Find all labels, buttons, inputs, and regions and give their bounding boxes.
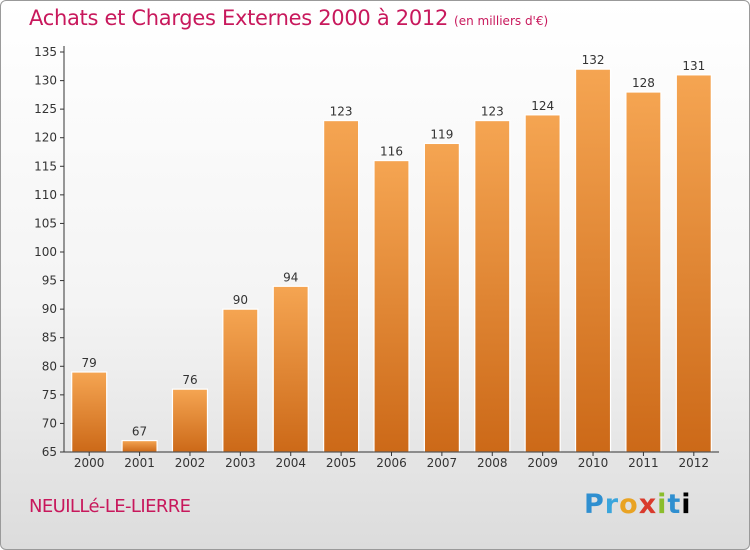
bar-2008: [474, 119, 511, 453]
data-label-2003: 90: [233, 293, 248, 307]
data-label-2005: 123: [330, 105, 353, 119]
data-label-2004: 94: [283, 270, 298, 284]
x-tick-label-2008: 2008: [477, 456, 508, 470]
bar-2001: [121, 439, 158, 453]
x-tick-label-2006: 2006: [376, 456, 407, 470]
bar-2005: [323, 119, 360, 453]
chart-title-text: Achats et Charges Externes 2000 à 2012: [29, 6, 449, 30]
data-label-2006: 116: [380, 145, 403, 159]
bar-2002: [171, 388, 209, 453]
x-tick-label-2002: 2002: [175, 456, 206, 470]
data-label-2007: 119: [430, 127, 453, 141]
bar-2004: [272, 285, 309, 453]
bar-2011: [625, 91, 662, 453]
y-tick-label-125: 125: [34, 102, 57, 116]
data-label-2002: 76: [182, 373, 197, 387]
x-tick-label-2009: 2009: [527, 456, 558, 470]
bar-2009: [524, 114, 561, 453]
x-tick-label-2000: 2000: [74, 456, 105, 470]
data-label-2009: 124: [531, 99, 554, 113]
y-tick-label-130: 130: [34, 74, 57, 88]
bar-2012: [675, 74, 712, 453]
chart-subtitle: (en milliers d'€): [454, 14, 549, 28]
x-tick-label-2001: 2001: [124, 456, 155, 470]
bar-2010: [574, 68, 612, 453]
data-label-2011: 128: [632, 76, 655, 90]
y-tick-label-80: 80: [42, 359, 57, 373]
data-label-2012: 131: [682, 59, 705, 73]
x-tick-label-2007: 2007: [427, 456, 458, 470]
y-tick-label-65: 65: [42, 445, 57, 459]
y-tick-label-75: 75: [42, 388, 57, 402]
proxiti-logo: Proxiti: [584, 489, 692, 520]
x-tick-label-2011: 2011: [628, 456, 659, 470]
x-tick-label-2003: 2003: [225, 456, 256, 470]
x-tick-label-2004: 2004: [275, 456, 306, 470]
town-name: NEUILLé-LE-LIERRE: [29, 496, 191, 517]
y-tick-label-110: 110: [34, 188, 57, 202]
data-label-2008: 123: [481, 105, 504, 119]
x-tick-label-2010: 2010: [578, 456, 609, 470]
y-tick-label-70: 70: [42, 416, 57, 430]
bar-2003: [222, 308, 259, 453]
y-tick-label-100: 100: [34, 245, 57, 259]
data-label-2000: 79: [82, 356, 97, 370]
bar-2000: [71, 371, 108, 453]
y-tick-label-120: 120: [34, 131, 57, 145]
y-tick-label-135: 135: [34, 45, 57, 59]
y-tick-label-90: 90: [42, 302, 57, 316]
data-label-2010: 132: [582, 53, 605, 67]
y-tick-label-115: 115: [34, 159, 57, 173]
y-tick-label-95: 95: [42, 274, 57, 288]
y-tick-label-85: 85: [42, 331, 57, 345]
bar-2006: [373, 159, 410, 453]
y-tick-label-105: 105: [34, 216, 57, 230]
chart-title: Achats et Charges Externes 2000 à 2012 (e…: [29, 6, 548, 30]
x-tick-label-2012: 2012: [679, 456, 710, 470]
bar-2007: [423, 142, 460, 453]
data-label-2001: 67: [132, 425, 147, 439]
x-tick-label-2005: 2005: [326, 456, 357, 470]
